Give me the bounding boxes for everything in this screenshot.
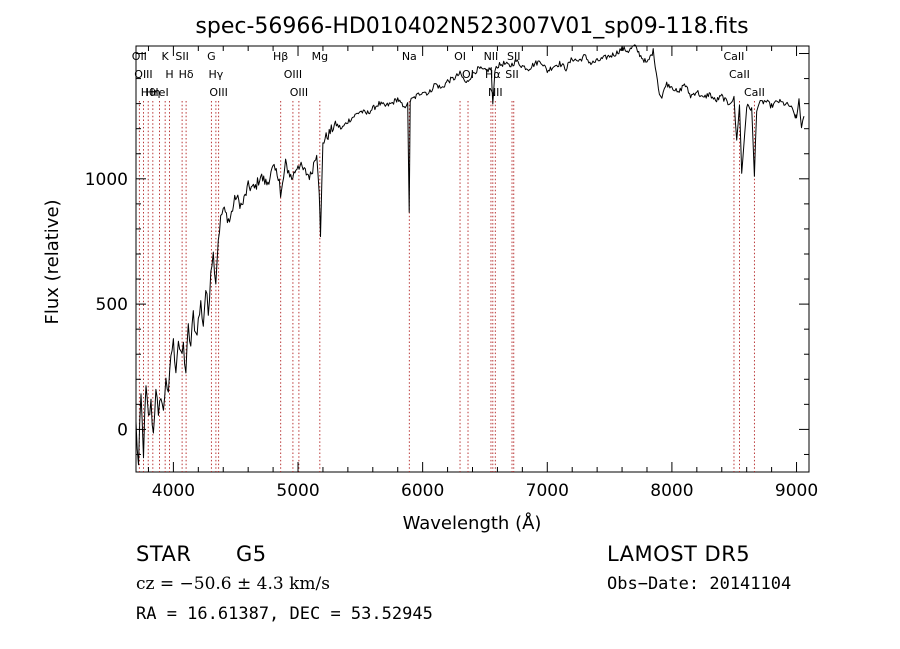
spectrum-series (135, 44, 805, 466)
line-label: SII (175, 50, 188, 63)
line-label: Mg (312, 50, 328, 63)
line-label: OIII (209, 86, 227, 99)
x-tick-label: 4000 (152, 481, 195, 501)
line-label: HeI (150, 86, 168, 99)
y-axis: 0 500 1000 (85, 53, 809, 455)
line-label: NII (488, 86, 503, 99)
y-tick-label: 0 (117, 420, 128, 440)
line-label: OII (132, 50, 147, 63)
line-label: G (207, 50, 216, 63)
survey-name: LAMOST DR5 (607, 542, 751, 566)
line-label: OIII (134, 68, 152, 81)
observation-date: Obs−Date: 20141104 (607, 574, 792, 594)
spectral-line-labels: OIIOIIIHθHηHeIKHSIIHδGHγOIIIHβOIIIOIIIMg… (132, 50, 765, 99)
line-label: CaII (729, 68, 750, 81)
x-tick-label: 6000 (401, 481, 444, 501)
object-subclass: G5 (236, 542, 267, 566)
line-label: CaII (724, 50, 745, 63)
line-label: OIII (290, 86, 308, 99)
x-tick-label: 7000 (526, 481, 569, 501)
x-axis-label: Wavelength (Å) (403, 512, 542, 534)
line-label: Hα (485, 68, 501, 81)
y-axis-label: Flux (relative) (42, 199, 63, 324)
line-label: Hθ (141, 86, 156, 99)
line-label: Hβ (273, 50, 288, 63)
line-label: OIII (284, 68, 302, 81)
redshift-velocity: cz = −50.6 ± 4.3 km/s (136, 574, 330, 594)
x-tick-label: 5000 (276, 481, 319, 501)
line-label: H (165, 68, 173, 81)
line-label: OI (454, 50, 466, 63)
plot-frame (135, 45, 810, 473)
spectrum-line (135, 44, 805, 466)
line-label: OI (462, 68, 474, 81)
line-label: Hδ (179, 68, 194, 81)
line-label: Na (402, 50, 417, 63)
spectral-line-markers (138, 101, 755, 472)
y-tick-label: 1000 (85, 170, 128, 190)
object-class: STAR (136, 542, 192, 566)
x-tick-label: 8000 (650, 481, 693, 501)
line-label: NII (484, 50, 499, 63)
x-axis: 4000 5000 6000 7000 8000 9000 (147, 46, 818, 501)
line-label: CaII (744, 86, 765, 99)
line-label: Hη (145, 86, 160, 99)
line-label: SII (505, 68, 518, 81)
coordinates: RA = 16.61387, DEC = 53.52945 (136, 604, 433, 624)
line-label: K (162, 50, 170, 63)
line-label: Hγ (208, 68, 223, 81)
x-tick-label: 9000 (775, 481, 818, 501)
y-tick-label: 500 (96, 295, 128, 315)
chart-title: spec-56966-HD010402N523007V01_sp09-118.f… (195, 14, 748, 39)
line-label: SII (507, 50, 520, 63)
